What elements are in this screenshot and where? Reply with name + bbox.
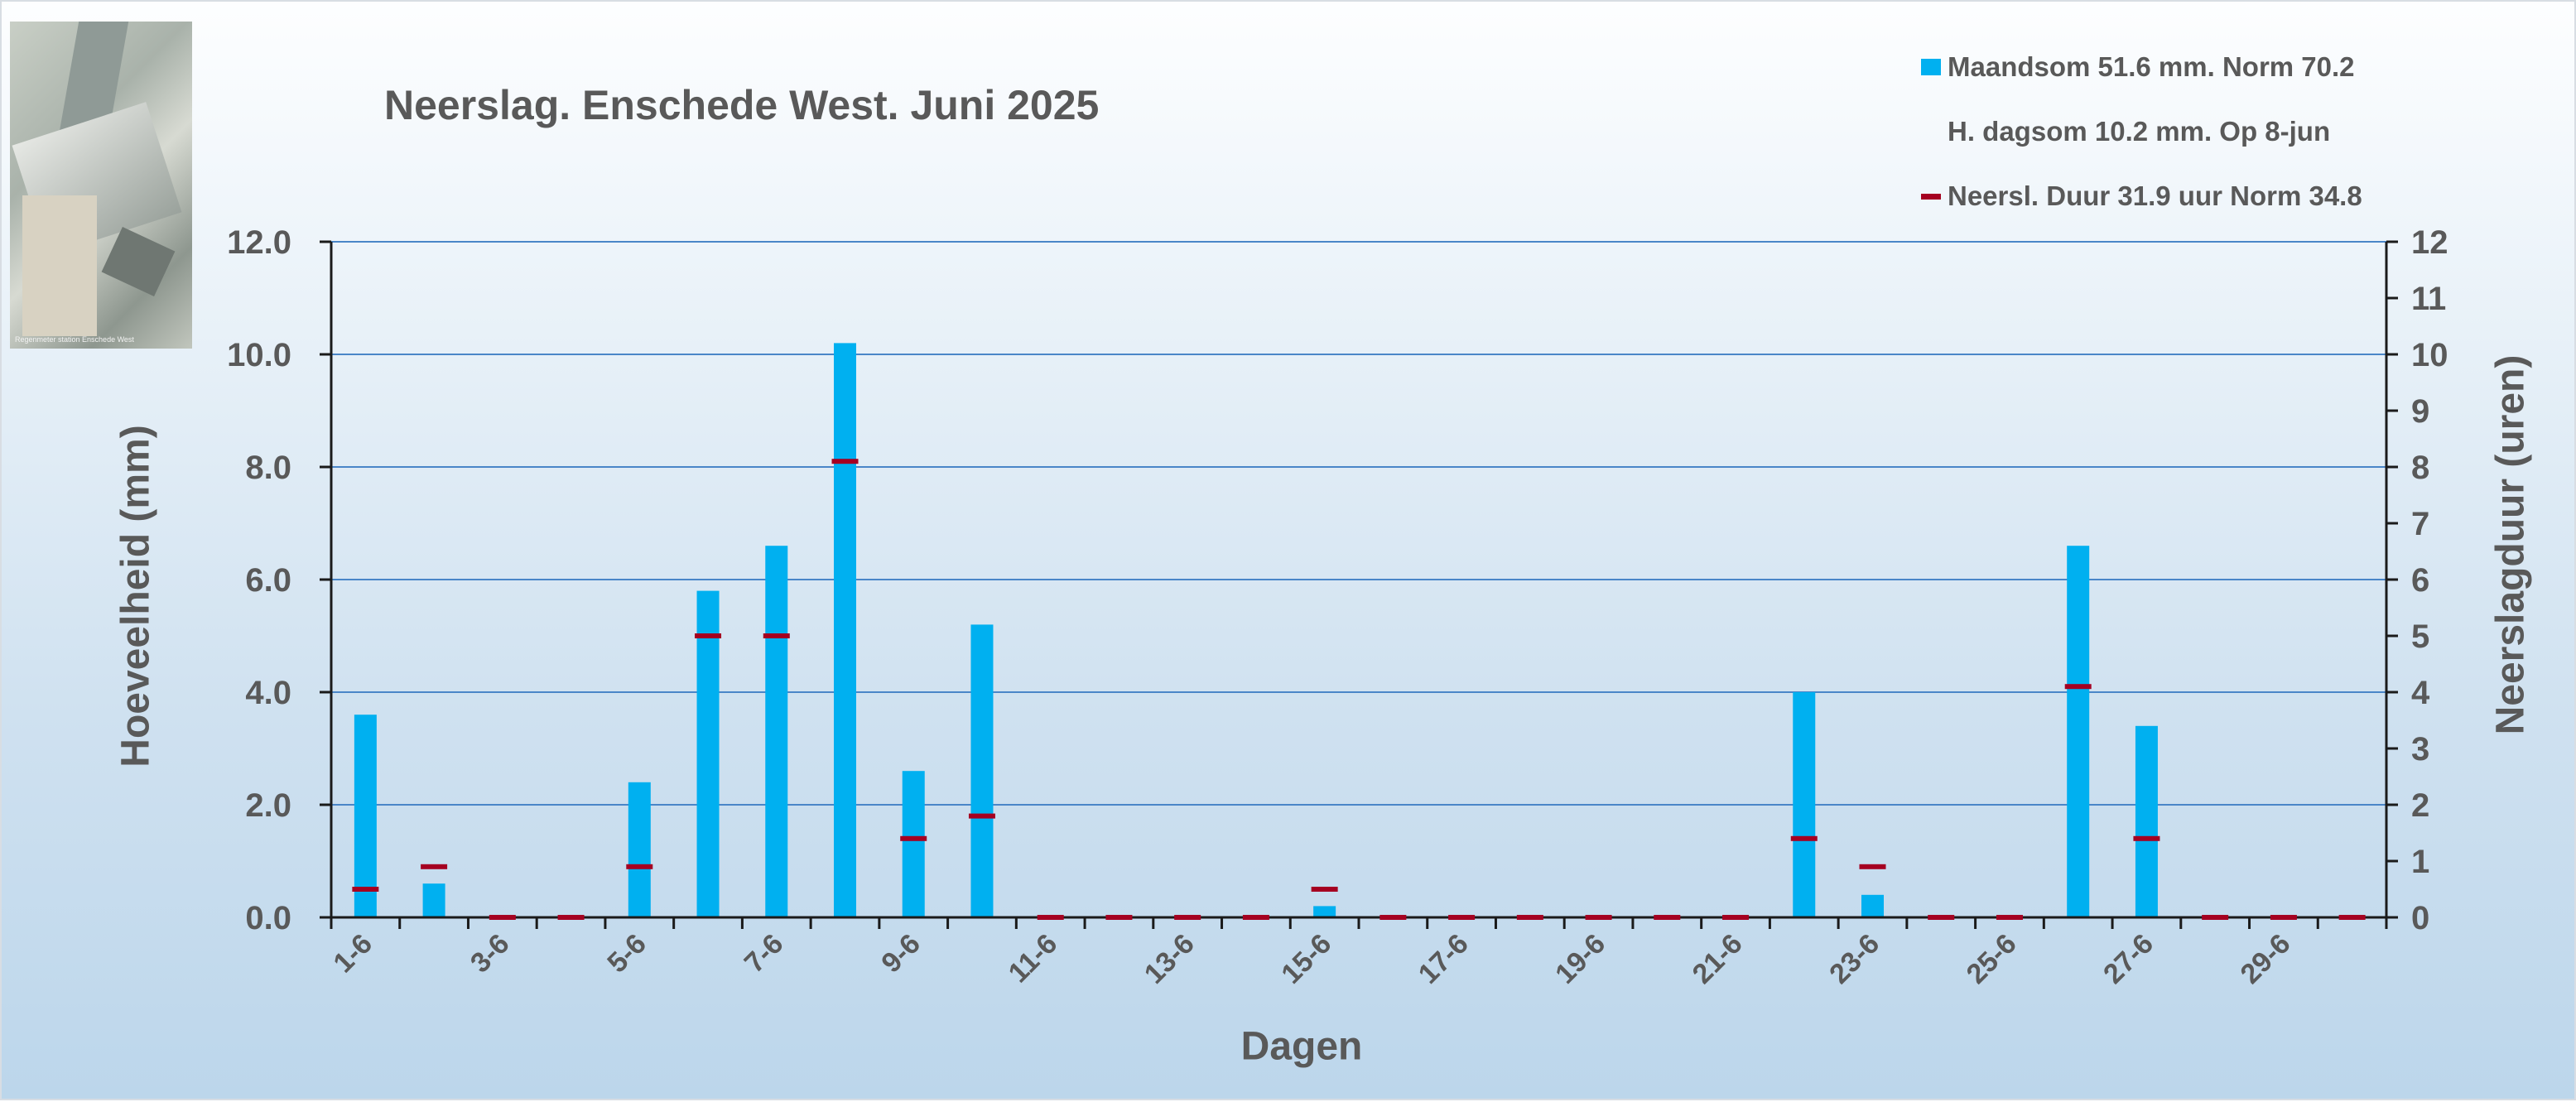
x-tick-label: 13-6 [1139,928,1201,990]
x-tick-label: 27-6 [2097,928,2160,990]
bar [354,715,377,917]
bar [970,624,994,917]
x-tick-label: 19-6 [1549,928,1611,990]
bar [834,343,856,917]
duration-marker [1790,835,1818,841]
y-tick-label: 12.0 [227,224,291,261]
legend-swatch-bar [1921,59,1941,75]
duration-marker [1037,915,1064,920]
y2-tick-label: 8 [2411,450,2429,486]
x-tick-label: 3-6 [465,928,516,979]
photo-caption: Regenmeter station Enschede West [15,335,134,344]
y-tick-label: 4.0 [245,675,291,711]
bar [1861,894,1884,917]
rain-gauge-photo: Regenmeter station Enschede West [10,22,192,349]
duration-marker [1174,915,1201,920]
y2-tick-label: 0 [2411,900,2429,936]
duration-marker [2202,915,2229,920]
x-tick-label: 9-6 [875,928,927,979]
legend: Maandsom 51.6 mm. Norm 70.2 H. dagsom 10… [1921,35,2362,229]
x-tick-label: 15-6 [1275,928,1337,990]
y2-tick-label: 1 [2411,844,2429,880]
legend-item-duur: Neersl. Duur 31.9 uur Norm 34.8 [1921,164,2362,229]
duration-marker [831,459,859,464]
bar [902,771,925,917]
x-tick-label: 23-6 [1823,928,1885,990]
y2-tick-label: 11 [2411,281,2446,317]
y2-tick-label: 4 [2411,675,2430,711]
duration-marker [489,915,516,920]
duration-marker [421,864,448,869]
duration-marker [2270,915,2297,920]
x-tick-label: 1-6 [327,928,378,979]
bar [422,883,445,917]
duration-marker [1379,915,1407,920]
x-tick-label: 11-6 [1003,928,1064,989]
bar [696,590,720,917]
y2-tick-label: 7 [2411,506,2429,542]
legend-swatch-dash [1921,193,1941,200]
duration-marker [1311,887,1338,892]
y-tick-label: 2.0 [245,787,291,824]
duration-marker [1722,915,1750,920]
x-tick-label: 17-6 [1413,928,1475,990]
y2-tick-label: 12 [2411,224,2448,261]
x-axis-title: Dagen [1240,1024,1363,1069]
legend-label-duur: Neersl. Duur 31.9 uur Norm 34.8 [1948,180,2362,211]
duration-marker [763,633,790,638]
y2-tick-label: 6 [2411,562,2429,599]
duration-marker [1242,915,1269,920]
legend-item-dagsom: H. dagsom 10.2 mm. Op 8-jun [1921,99,2362,164]
duration-marker [1585,915,1612,920]
x-tick-label: 21-6 [1687,928,1749,990]
y2-tick-label: 3 [2411,731,2429,768]
duration-marker [626,864,653,869]
bar [1313,906,1336,917]
duration-marker [900,835,927,841]
duration-marker [1928,915,1955,920]
duration-marker [1448,915,1476,920]
duration-marker [1996,915,2023,920]
duration-marker [1516,915,1543,920]
y-tick-label: 6.0 [245,562,291,599]
legend-label-maandsom: Maandsom 51.6 mm. Norm 70.2 [1948,51,2355,82]
x-tick-label: 7-6 [739,928,790,979]
x-tick-label: 29-6 [2235,928,2297,990]
duration-marker [1105,915,1133,920]
duration-marker [352,887,379,892]
duration-marker [1654,915,1681,920]
y-tick-label: 8.0 [245,450,291,486]
duration-marker [695,633,722,638]
bar [765,546,788,917]
y2-tick-label: 9 [2411,393,2429,430]
legend-item-maandsom: Maandsom 51.6 mm. Norm 70.2 [1921,35,2362,99]
duration-marker [2338,915,2366,920]
y-tick-label: 0.0 [245,900,291,936]
bar [628,782,651,917]
duration-marker [1859,864,1886,869]
legend-label-dagsom: H. dagsom 10.2 mm. Op 8-jun [1948,116,2331,147]
bar [2067,546,2090,917]
y2-tick-label: 5 [2411,618,2429,655]
chart-title: Neerslag. Enschede West. Juni 2025 [384,82,1100,128]
duration-marker [557,915,585,920]
duration-marker [968,813,995,819]
y2-tick-label: 2 [2411,787,2429,824]
x-tick-label: 25-6 [1961,928,2023,990]
duration-marker [2064,684,2092,690]
y-tick-label: 10.0 [227,337,291,373]
x-tick-label: 5-6 [601,928,652,979]
duration-marker [2133,835,2160,841]
bar [1793,692,1816,917]
y2-tick-label: 10 [2411,337,2448,373]
bar [2135,725,2158,917]
